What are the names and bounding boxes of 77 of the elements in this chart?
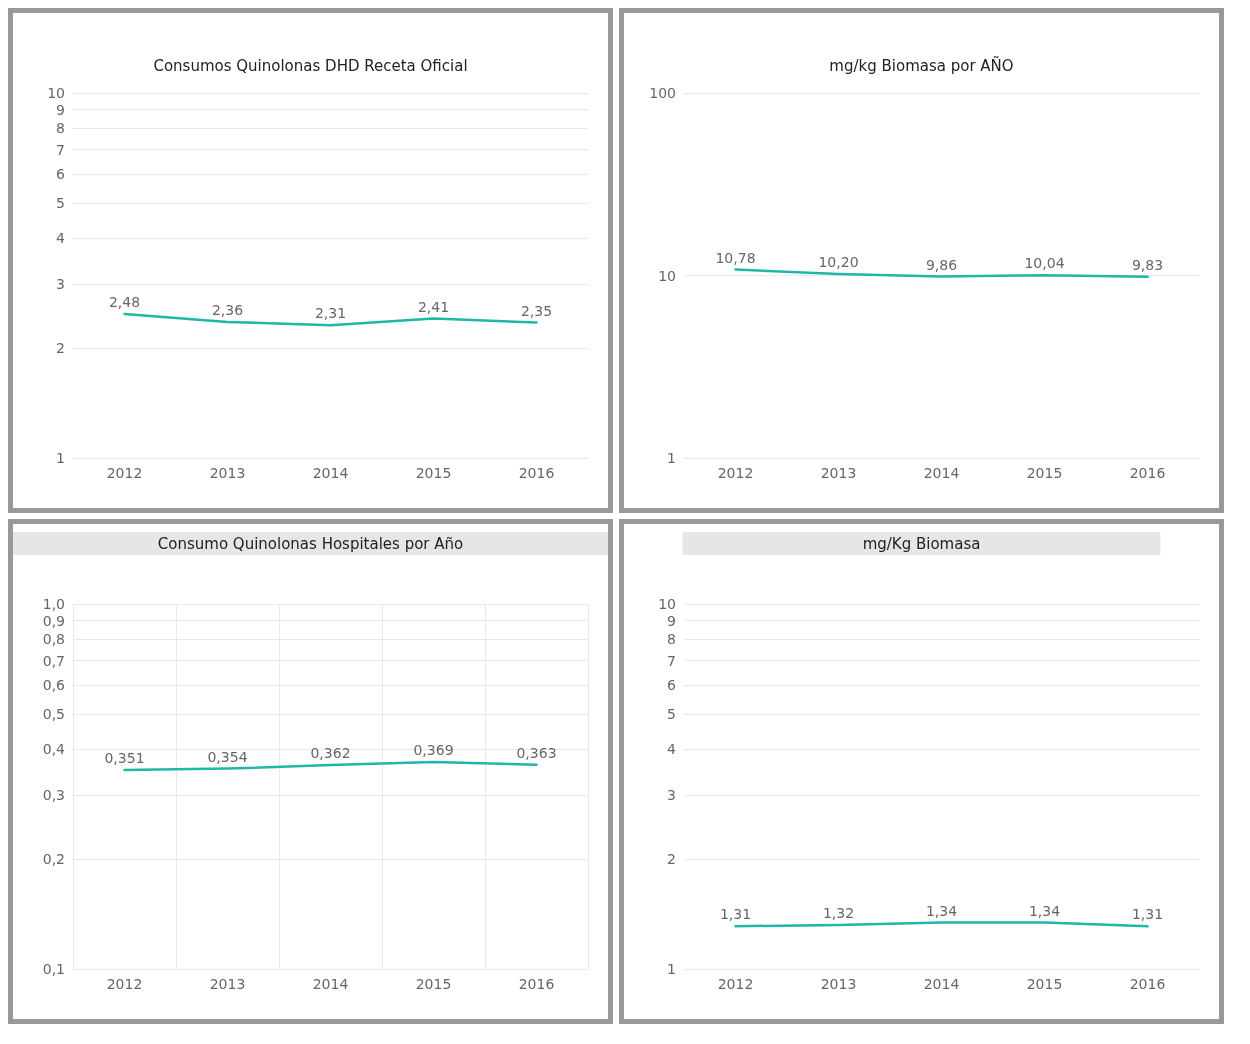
chart-title: mg/Kg Biomasa: [862, 534, 981, 553]
data-label: 10,20: [818, 253, 859, 270]
y-tick-label: 0,9: [42, 612, 65, 629]
y-tick-label: 4: [56, 230, 66, 247]
y-tick-label: 1,0: [42, 596, 65, 612]
data-label: 1,31: [1131, 906, 1164, 923]
data-label: 1,34: [925, 902, 958, 919]
y-tick-label: 10: [658, 596, 676, 612]
y-tick-label: 3: [667, 786, 676, 803]
data-label: 2,48: [108, 294, 141, 311]
x-tick-label: 2012: [717, 465, 754, 481]
y-tick-label: 3: [56, 275, 65, 292]
y-tick-label: 10: [658, 267, 676, 284]
data-label: 1,32: [822, 904, 855, 921]
y-tick-label: 6: [667, 676, 677, 693]
y-tick-label: 0,8: [42, 631, 65, 648]
y-tick-label: 0,2: [42, 851, 65, 868]
data-label: 2,36: [211, 301, 244, 318]
y-tick-label: 1: [56, 450, 65, 466]
data-label: 2,31: [314, 305, 347, 322]
x-tick-label: 2015: [415, 976, 452, 992]
x-tick-label: 2013: [209, 465, 246, 481]
x-tick-label: 2012: [106, 976, 143, 992]
chart-title: Consumos Quinolonas DHD Receta Oficial: [153, 56, 468, 75]
y-tick-label: 5: [667, 705, 676, 722]
data-label: 10,78: [715, 249, 756, 266]
x-tick-label: 2012: [717, 976, 754, 992]
data-label: 0,363: [516, 744, 557, 761]
x-tick-label: 2014: [923, 465, 960, 481]
x-tick-label: 2013: [820, 976, 857, 992]
y-tick-label: 7: [667, 652, 676, 669]
x-tick-label: 2013: [209, 976, 246, 992]
x-tick-label: 2012: [106, 465, 143, 481]
data-label: 9,83: [1131, 256, 1164, 273]
x-tick-label: 2015: [1026, 976, 1063, 992]
data-label: 1,34: [1028, 902, 1061, 919]
y-tick-label: 1: [667, 961, 676, 977]
data-label: 0,362: [310, 745, 351, 762]
x-tick-label: 2016: [518, 465, 555, 481]
y-tick-label: 1: [667, 450, 676, 466]
x-tick-label: 2015: [415, 465, 452, 481]
y-tick-label: 7: [56, 141, 65, 158]
x-tick-label: 2014: [923, 976, 960, 992]
chart-title: mg/kg Biomasa por AÑO: [829, 55, 1014, 75]
x-tick-label: 2014: [312, 465, 349, 481]
data-label: 1,31: [719, 906, 752, 923]
y-tick-label: 10: [47, 85, 65, 101]
x-tick-label: 2014: [312, 976, 349, 992]
y-tick-label: 5: [56, 194, 65, 211]
y-tick-label: 2: [56, 340, 65, 357]
x-tick-label: 2013: [820, 465, 857, 481]
y-tick-label: 100: [649, 85, 676, 101]
y-tick-label: 6: [56, 165, 66, 182]
data-label: 0,354: [207, 748, 248, 765]
data-label: 10,04: [1024, 255, 1065, 272]
y-tick-label: 0,7: [42, 652, 65, 669]
y-tick-label: 0,1: [42, 961, 65, 977]
y-tick-label: 0,3: [42, 786, 65, 803]
y-tick-label: 9: [667, 612, 676, 629]
y-tick-label: 8: [56, 120, 65, 137]
y-tick-label: 0,4: [42, 741, 66, 758]
data-label: 9,86: [925, 256, 958, 273]
y-tick-label: 8: [667, 631, 676, 648]
y-tick-label: 2: [667, 851, 676, 868]
chart-title: Consumo Quinolonas Hospitales por Año: [157, 534, 464, 553]
y-tick-label: 0,6: [42, 676, 66, 693]
data-label: 2,41: [417, 298, 450, 315]
data-label: 2,35: [520, 302, 553, 319]
x-tick-label: 2016: [518, 976, 555, 992]
data-label: 0,351: [104, 749, 145, 766]
x-tick-label: 2016: [1129, 465, 1166, 481]
data-label: 0,369: [413, 742, 454, 759]
y-tick-label: 4: [667, 741, 677, 758]
y-tick-label: 0,5: [42, 705, 65, 722]
x-tick-label: 2016: [1129, 976, 1166, 992]
x-tick-label: 2015: [1026, 465, 1063, 481]
y-tick-label: 9: [56, 101, 65, 118]
